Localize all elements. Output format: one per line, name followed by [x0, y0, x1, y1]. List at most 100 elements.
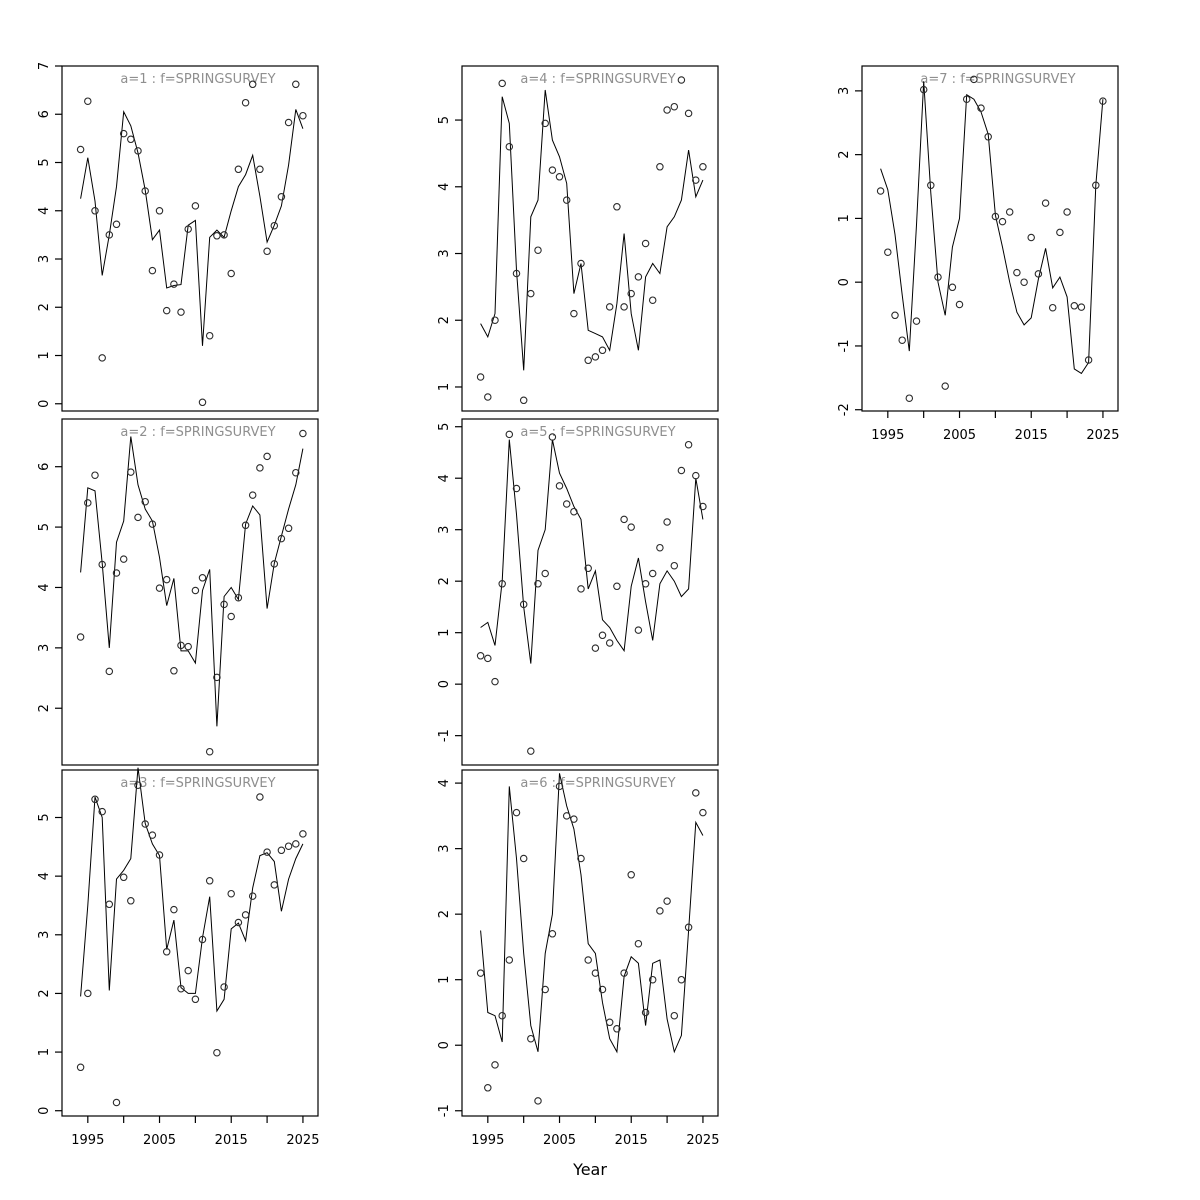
- data-point: [512, 808, 521, 817]
- panel-title: a=3 : f=SPRINGSURVEY: [120, 776, 275, 791]
- data-point: [912, 317, 921, 325]
- data-point: [548, 930, 557, 938]
- data-point: [270, 221, 279, 230]
- data-point: [577, 854, 585, 863]
- data-point: [248, 491, 257, 499]
- y-tick-label: 2: [37, 704, 52, 712]
- data-point: [248, 892, 257, 900]
- data-point: [1027, 233, 1035, 242]
- data-point: [270, 560, 279, 568]
- data-point: [613, 203, 621, 211]
- data-point: [677, 975, 686, 984]
- data-point: [677, 76, 686, 84]
- x-tick-label: 2005: [143, 1133, 176, 1148]
- data-point: [927, 181, 935, 190]
- panel-border: [461, 418, 719, 766]
- data-point: [76, 145, 85, 154]
- data-point: [598, 985, 607, 994]
- data-point: [177, 308, 185, 316]
- y-tick-label: 4: [437, 474, 452, 482]
- panel-a6: -1 0 1 2 3 4 1995 2005 2015 2025 a=6 : f=SPRINGSUR…: [437, 769, 719, 1148]
- data-point: [184, 642, 192, 651]
- data-point: [613, 1025, 621, 1033]
- data-point: [648, 296, 657, 304]
- data-point: [205, 747, 214, 756]
- data-point: [1048, 303, 1057, 312]
- data-point: [263, 452, 271, 461]
- data-point: [292, 468, 300, 477]
- y-tick-label: 4: [37, 872, 52, 880]
- data-point: [1092, 181, 1100, 190]
- y-tick-label: 2: [37, 303, 52, 311]
- data-point: [91, 471, 99, 479]
- data-point: [548, 433, 557, 441]
- data-point: [634, 273, 643, 281]
- data-point: [541, 119, 549, 128]
- y-tick-label: 6: [37, 110, 52, 118]
- y-tick-label: 3: [437, 844, 452, 852]
- data-point: [170, 667, 178, 675]
- x-tick-label: 1995: [71, 1133, 104, 1148]
- data-point: [284, 842, 293, 850]
- data-point: [641, 1008, 650, 1017]
- data-point: [1063, 208, 1071, 216]
- data-point: [648, 975, 657, 984]
- fitted-line: [80, 436, 304, 727]
- data-point: [519, 854, 528, 863]
- data-point: [98, 560, 106, 569]
- data-point: [241, 911, 250, 919]
- data-point: [548, 166, 557, 174]
- y-tick-label: 7: [37, 62, 52, 70]
- data-point: [234, 593, 243, 602]
- data-point: [1099, 97, 1107, 105]
- y-tick-label: 1: [37, 1048, 52, 1056]
- data-point: [162, 948, 171, 956]
- data-point: [177, 984, 185, 993]
- data-point: [491, 1061, 499, 1069]
- data-point: [1005, 208, 1014, 216]
- data-point: [227, 889, 235, 898]
- data-point: [256, 165, 264, 174]
- data-point: [127, 468, 135, 476]
- data-point: [141, 820, 149, 828]
- y-tick-label: 5: [437, 423, 452, 431]
- y-tick-label: 3: [37, 255, 52, 263]
- data-point: [155, 851, 164, 859]
- data-point: [1070, 302, 1079, 310]
- data-point: [519, 396, 528, 405]
- data-point: [984, 133, 992, 141]
- y-tick-label: 6: [37, 463, 52, 471]
- data-point: [191, 586, 200, 595]
- data-point: [570, 507, 578, 516]
- data-point: [570, 309, 578, 318]
- data-point: [527, 1034, 535, 1043]
- data-point: [155, 207, 164, 215]
- data-point: [876, 187, 885, 195]
- panel-title: a=5 : f=SPRINGSURVEY: [520, 425, 675, 440]
- data-point: [613, 582, 621, 591]
- y-tick-label: 4: [437, 779, 452, 787]
- data-point: [541, 569, 549, 578]
- data-point: [692, 789, 700, 797]
- data-point: [476, 652, 485, 660]
- data-point: [919, 85, 928, 94]
- data-point: [1013, 268, 1021, 277]
- data-point: [155, 584, 164, 592]
- data-point: [991, 212, 1000, 221]
- data-point: [534, 580, 542, 588]
- data-point: [505, 956, 514, 964]
- data-point: [941, 382, 949, 390]
- data-point: [227, 612, 235, 621]
- data-point: [977, 104, 985, 112]
- data-point: [148, 831, 157, 839]
- data-point: [234, 918, 243, 927]
- data-point: [105, 667, 114, 676]
- x-tick-label: 2015: [215, 1133, 248, 1148]
- data-point: [476, 969, 485, 977]
- x-axis-title: Year: [573, 1160, 607, 1179]
- data-point: [534, 1097, 542, 1105]
- data-point: [491, 677, 499, 686]
- data-point: [627, 289, 635, 298]
- y-tick-label: 4: [37, 207, 52, 215]
- panel-border: [61, 769, 319, 1117]
